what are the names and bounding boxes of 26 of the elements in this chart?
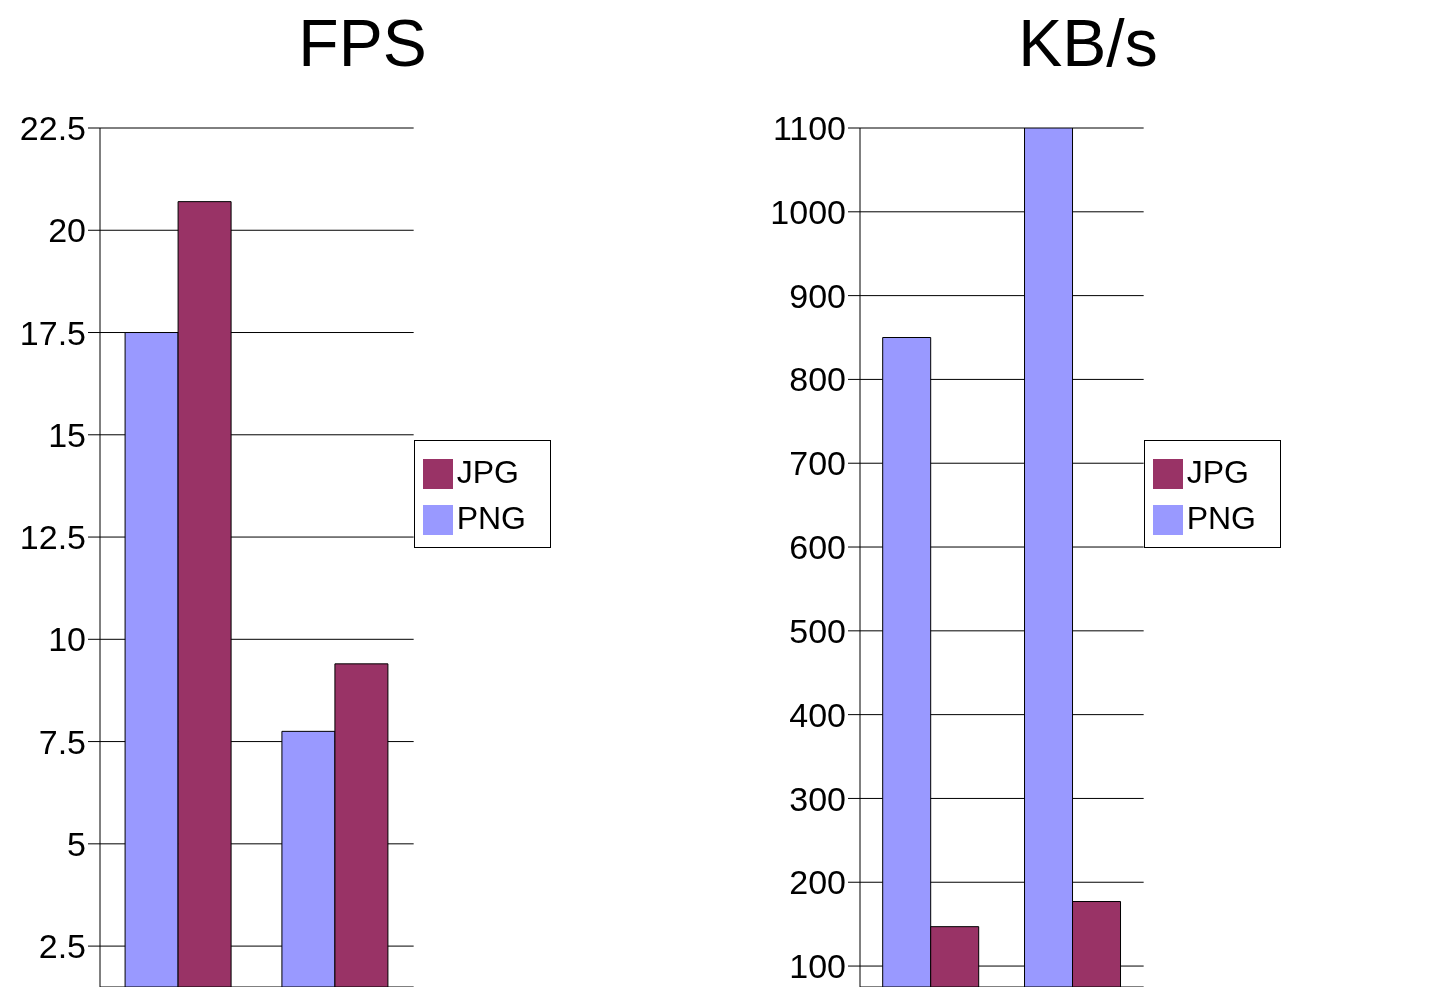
y-tick-label: 17.5 — [19, 313, 86, 352]
y-tick-label: 800 — [789, 360, 846, 399]
y-tick-label: 22.5 — [19, 109, 86, 148]
y-tick-label: 700 — [789, 444, 846, 483]
y-tick-label: 2.5 — [38, 927, 86, 966]
chart-title: KB/s — [1017, 5, 1159, 82]
y-tick-label: 200 — [789, 863, 846, 902]
legend-label: JPG — [1186, 453, 1249, 490]
y-tick-label: 12.5 — [19, 518, 86, 557]
y-tick-label: 400 — [789, 695, 846, 734]
y-tick-label: 100 — [789, 947, 846, 986]
y-tick-label: 300 — [789, 779, 846, 818]
y-tick-label: 600 — [789, 528, 846, 567]
y-tick-label: 900 — [789, 276, 846, 315]
y-tick-label: 1100 — [772, 109, 846, 148]
y-tick-label: 20 — [48, 211, 86, 250]
y-tick-label: 1000 — [770, 192, 846, 231]
y-tick-label: 500 — [789, 611, 846, 650]
y-tick-label: 5 — [67, 824, 86, 863]
chart-title: FPS — [297, 5, 428, 82]
legend-label: JPG — [456, 453, 519, 490]
legend-label: PNG — [456, 499, 526, 536]
y-tick-label: 10 — [48, 620, 86, 659]
y-tick-label: 15 — [48, 415, 86, 454]
legend-label: PNG — [1186, 499, 1256, 536]
y-tick-label: 7.5 — [38, 722, 86, 761]
